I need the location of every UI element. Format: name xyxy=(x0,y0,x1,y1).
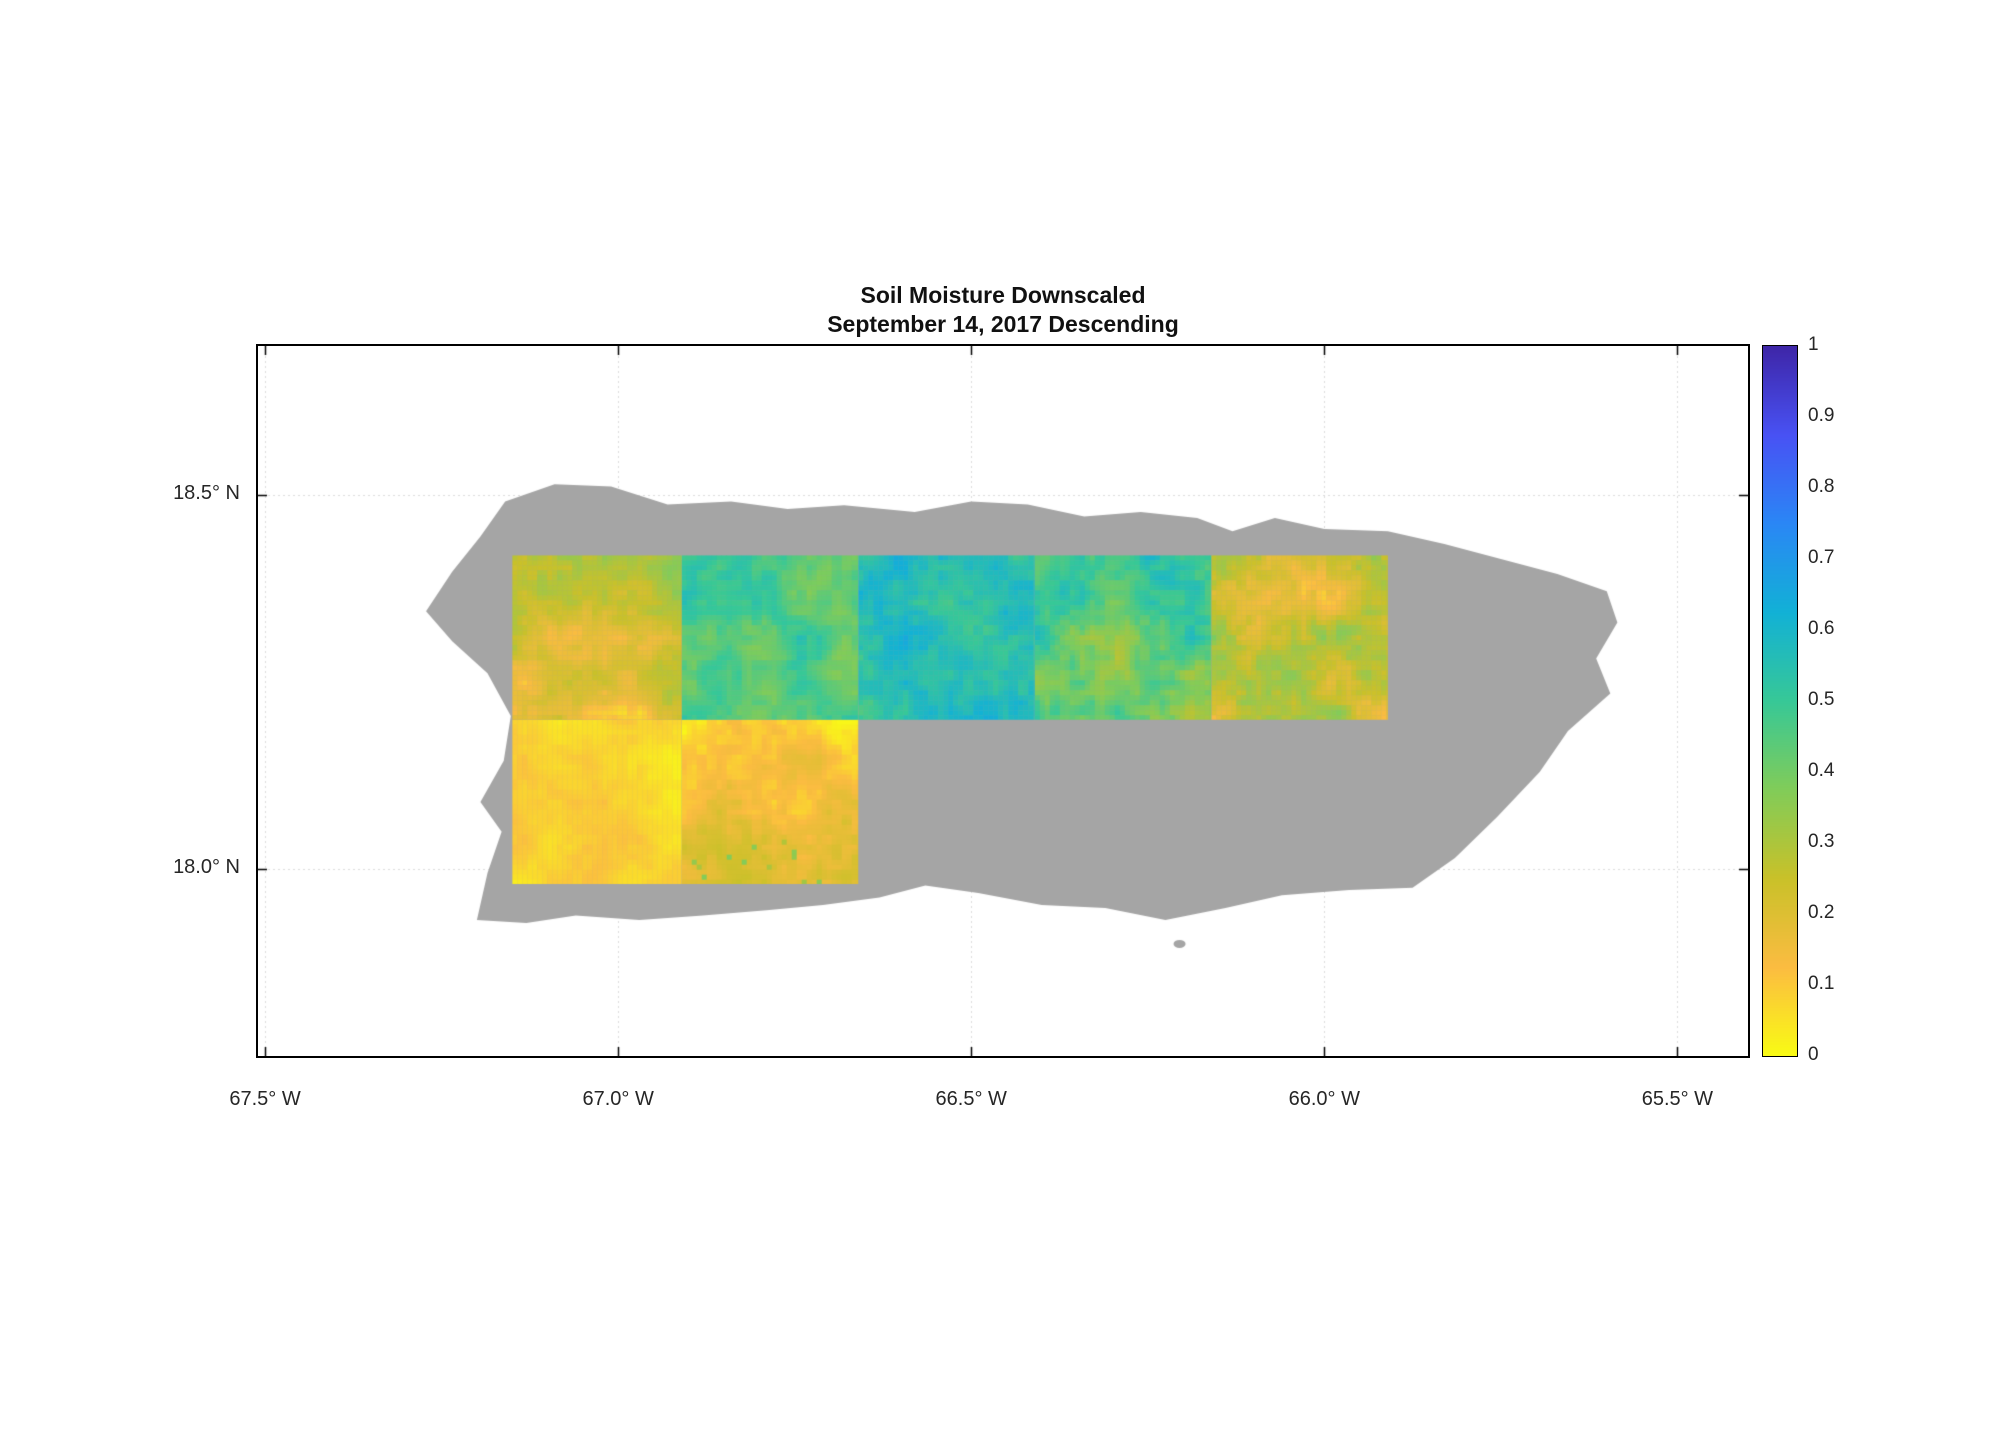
x-tick-label: 67.5° W xyxy=(229,1088,301,1110)
y-tick-label: 18.0° N xyxy=(173,856,240,879)
x-tick-label: 65.5° W xyxy=(1641,1088,1714,1110)
chart-title-line2: September 14, 2017 Descending xyxy=(827,311,1179,337)
colorbar-tick-label: 0.6 xyxy=(1808,618,1835,639)
colorbar-tick-label: 0.9 xyxy=(1808,405,1835,426)
colorbar xyxy=(1762,345,1798,1057)
colorbar-tick-label: 0.2 xyxy=(1808,902,1835,923)
x-tick-label: 66.0° W xyxy=(1288,1088,1360,1110)
colorbar-tick-label: 0.5 xyxy=(1808,689,1835,710)
colorbar-gradient xyxy=(1763,346,1797,1056)
x-tick-label: 66.5° W xyxy=(935,1088,1007,1110)
colorbar-tick-label: 0.8 xyxy=(1808,476,1835,497)
colorbar-tick-label: 0 xyxy=(1808,1044,1819,1065)
chart-title: Soil Moisture Downscaled September 14, 2… xyxy=(258,281,1748,339)
colorbar-tick-label: 0.1 xyxy=(1808,973,1835,994)
colorbar-tick-label: 1 xyxy=(1808,334,1819,355)
y-tick-label: 18.5° N xyxy=(173,482,240,505)
colorbar-tick-label: 0.7 xyxy=(1808,547,1835,568)
colorbar-tick-label: 0.4 xyxy=(1808,760,1835,781)
colorbar-tick-label: 0.3 xyxy=(1808,831,1835,852)
chart-title-line1: Soil Moisture Downscaled xyxy=(860,282,1146,308)
soil-moisture-map-canvas xyxy=(258,346,1748,1056)
plot-frame xyxy=(256,344,1750,1058)
x-tick-label: 67.0° W xyxy=(582,1088,654,1110)
